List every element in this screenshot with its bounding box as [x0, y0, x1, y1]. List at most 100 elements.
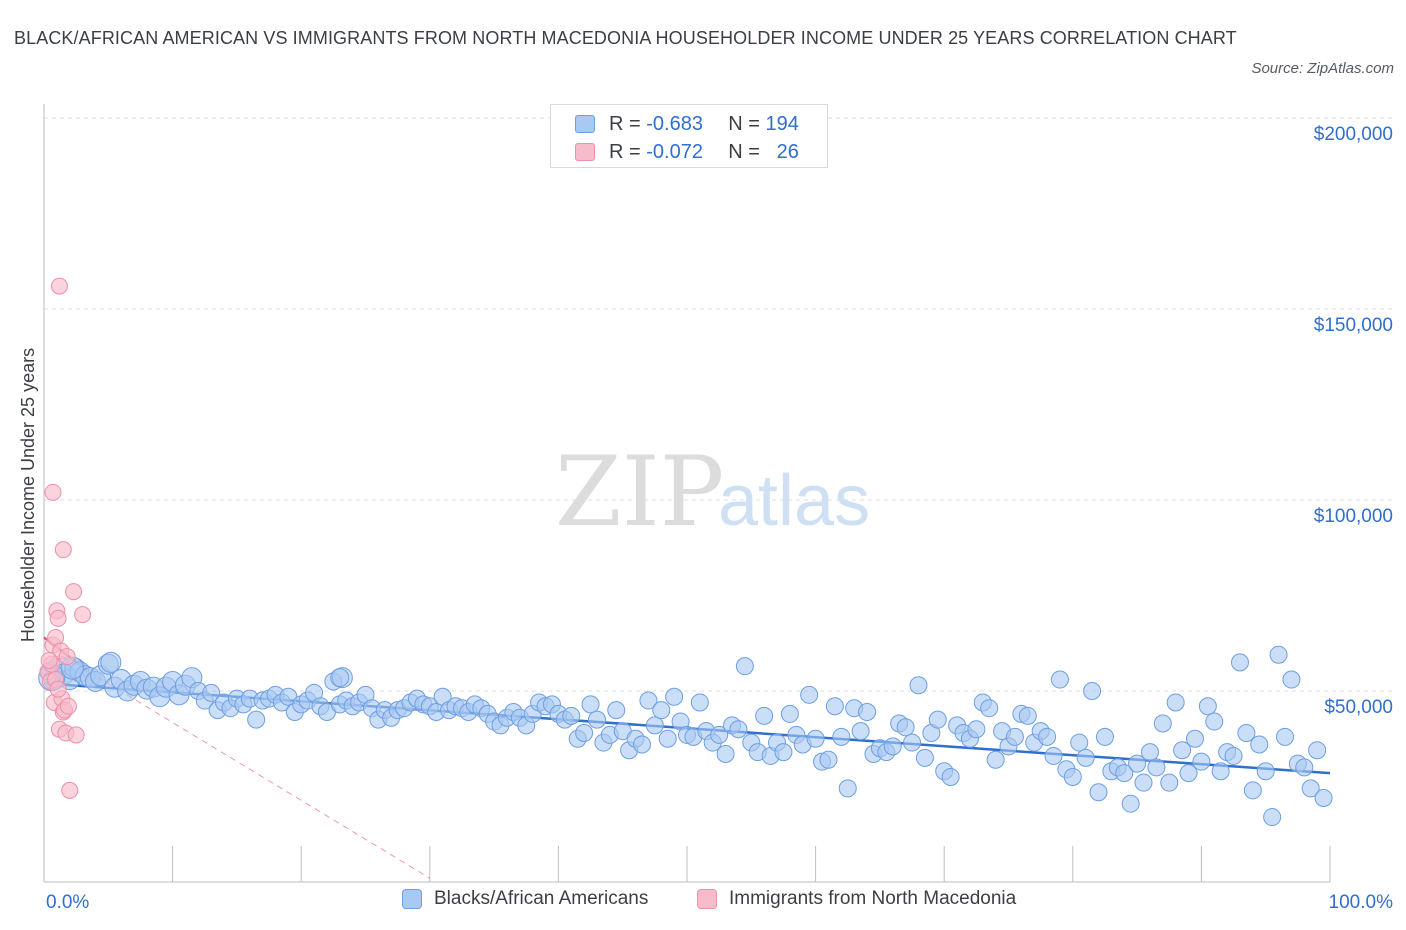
point-blacks [1115, 764, 1134, 783]
point-macedonia [50, 277, 68, 295]
legend-n-value: 194 [765, 112, 799, 135]
legend-r-value: -0.683 [646, 112, 703, 135]
point-blacks [1282, 670, 1301, 689]
point-blacks [832, 727, 851, 746]
x-tick-label: 0.0% [46, 892, 89, 913]
point-blacks [1250, 735, 1269, 754]
point-blacks [729, 720, 748, 739]
point-blacks [1076, 748, 1095, 767]
point-macedonia [61, 781, 79, 799]
data-points [38, 277, 1333, 827]
point-blacks [202, 683, 221, 702]
point-blacks [1269, 645, 1288, 664]
trend-extension-macedonia [88, 671, 431, 879]
point-blacks [909, 676, 928, 695]
point-blacks [1185, 729, 1204, 748]
point-blacks [858, 703, 877, 722]
watermark-zip: ZIP [555, 436, 724, 548]
point-blacks [1153, 714, 1172, 733]
series-legend: Blacks/African Americans Immigrants from… [0, 888, 1406, 916]
point-blacks [639, 691, 658, 710]
point-blacks [645, 716, 664, 735]
chart-title: BLACK/AFRICAN AMERICAN VS IMMIGRANTS FRO… [14, 28, 1237, 48]
point-blacks [967, 720, 986, 739]
point-blacks [1095, 727, 1114, 746]
point-blacks [1038, 727, 1057, 746]
point-blacks [980, 699, 999, 718]
point-blacks [819, 750, 838, 769]
point-blacks [780, 704, 799, 723]
point-blacks [100, 651, 122, 673]
point-blacks [1230, 653, 1249, 672]
x-tick-label: 100.0% [1329, 892, 1394, 913]
source-label: Source: ZipAtlas.com [1251, 60, 1394, 77]
y-tick-label: $150,000 [1314, 315, 1393, 336]
legend-r-label: R = [609, 140, 641, 163]
point-blacks [1211, 762, 1230, 781]
point-blacks [806, 729, 825, 748]
legend-item-blacks: Blacks/African Americans [402, 888, 648, 910]
point-blacks [716, 745, 735, 764]
point-blacks [903, 733, 922, 752]
point-blacks [632, 735, 651, 754]
point-blacks [1263, 808, 1282, 827]
legend-swatch-pink [575, 143, 595, 161]
gridlines [44, 117, 1392, 692]
point-macedonia [49, 680, 67, 698]
y-axis-title: Householder Income Under 25 years [18, 348, 38, 642]
point-blacks [1275, 727, 1294, 746]
point-macedonia [44, 483, 62, 501]
point-blacks [915, 748, 934, 767]
point-blacks [607, 701, 626, 720]
point-blacks [1089, 783, 1108, 802]
legend-swatch-blue [402, 889, 422, 909]
legend-item-macedonia: Immigrants from North Macedonia [697, 888, 1016, 910]
point-blacks [928, 710, 947, 729]
point-blacks [825, 697, 844, 716]
point-blacks [1173, 741, 1192, 760]
point-blacks [896, 718, 915, 737]
point-blacks [1070, 733, 1089, 752]
point-blacks [1256, 762, 1275, 781]
point-blacks [851, 722, 870, 741]
watermark-atlas: atlas [718, 461, 870, 541]
point-blacks [1160, 773, 1179, 792]
point-blacks [1179, 764, 1198, 783]
point-blacks [838, 779, 857, 798]
point-blacks [658, 729, 677, 748]
point-blacks [1237, 724, 1256, 743]
correlation-legend: R = -0.683 N = 194 R = -0.072 N = 26 [550, 104, 828, 168]
legend-r-label: R = [609, 112, 641, 135]
point-blacks [247, 710, 266, 729]
point-blacks [1166, 693, 1185, 712]
point-blacks [1295, 758, 1314, 777]
point-blacks [1134, 773, 1153, 792]
point-blacks [1018, 706, 1037, 725]
point-blacks [690, 693, 709, 712]
point-blacks [562, 706, 581, 725]
legend-row-series1: R = -0.683 N = 194 [575, 112, 799, 136]
point-macedonia [59, 697, 77, 715]
point-blacks [1308, 741, 1327, 760]
point-blacks [1063, 767, 1082, 786]
point-blacks [986, 750, 1005, 769]
point-blacks [1192, 752, 1211, 771]
point-blacks [941, 767, 960, 786]
legend-label: Immigrants from North Macedonia [729, 888, 1017, 909]
point-blacks [652, 701, 671, 720]
point-blacks [1314, 788, 1333, 807]
y-tick-label: $200,000 [1314, 124, 1393, 145]
point-blacks [1050, 670, 1069, 689]
point-blacks [587, 710, 606, 729]
legend-n-value: 26 [776, 140, 799, 163]
legend-label: Blacks/African Americans [434, 888, 649, 909]
point-macedonia [40, 651, 58, 669]
point-macedonia [65, 583, 83, 601]
point-blacks [755, 706, 774, 725]
y-tick-label: $50,000 [1324, 697, 1393, 718]
point-blacks [1005, 727, 1024, 746]
point-blacks [883, 737, 902, 756]
y-tick-label: $100,000 [1314, 506, 1393, 527]
legend-n-label: N = [728, 140, 760, 163]
